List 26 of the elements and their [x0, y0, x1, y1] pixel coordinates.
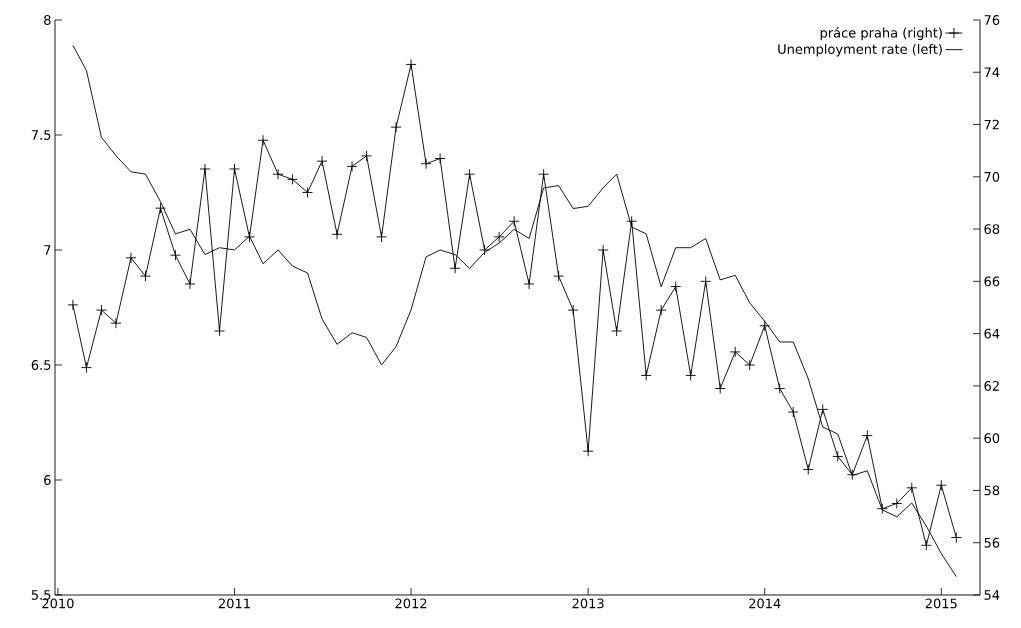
x-tick-label: 2015	[925, 598, 957, 609]
y-tick-label: 7.5	[31, 130, 51, 140]
y2-tick-label: 70	[984, 171, 1000, 182]
x-tick-label: 2012	[395, 598, 427, 609]
x-tick-label: 2011	[218, 598, 250, 609]
y-tick-label: 6.5	[31, 360, 51, 370]
x-tick-label: 2010	[42, 598, 74, 609]
y2-tick-label: 66	[984, 276, 1000, 287]
y2-tick-label: 60	[984, 433, 1000, 444]
y2-tick-label: 56	[984, 537, 1000, 548]
y2-tick-label: 58	[984, 485, 1000, 496]
y2-tick-label: 74	[984, 67, 1000, 77]
x-tick-label: 2013	[572, 598, 604, 609]
y2-tick-label: 62	[984, 380, 999, 391]
y2-tick-label: 68	[984, 224, 1000, 234]
y2-tick-label: 72	[984, 119, 999, 130]
legend-label: Unemployment rate (left)	[778, 43, 942, 57]
y-tick-label: 5.5	[31, 590, 51, 600]
y2-tick-label: 76	[984, 15, 1000, 25]
x-tick-label: 2014	[749, 598, 781, 609]
y-tick-label: 7	[44, 245, 51, 255]
y-tick-label: 8	[44, 15, 51, 25]
y-tick-label: 6	[44, 475, 51, 485]
legend-label: práce praha (right)	[820, 27, 942, 41]
y2-tick-label: 64	[984, 328, 1000, 339]
y2-tick-label: 54	[984, 590, 1000, 600]
